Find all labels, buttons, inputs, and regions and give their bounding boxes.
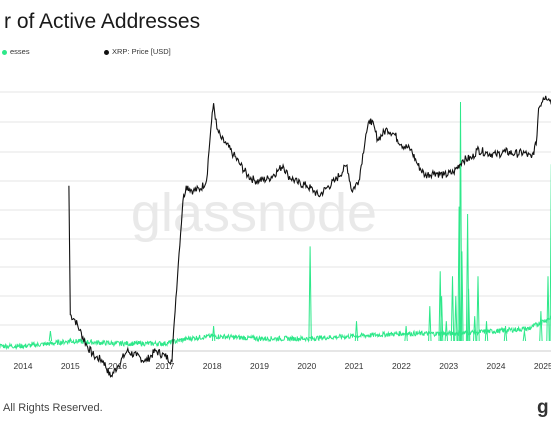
active-addresses-spike [539,311,543,342]
active-addresses-spike [503,326,508,342]
active-addresses-spike [428,306,432,342]
active-addresses-spike [466,288,471,342]
x-tick-label: 2024 [487,361,506,371]
active-addresses-spike [473,316,477,342]
active-addresses-spike [68,337,72,342]
active-addresses-spike [404,326,408,342]
active-addresses-spike [522,331,527,342]
x-tick-label: 2019 [250,361,269,371]
active-addresses-spike [484,321,489,342]
x-tick-label: 2023 [439,361,458,371]
x-tick-label: 2022 [392,361,411,371]
active-addresses-spike [450,276,455,342]
x-tick-label: 2017 [155,361,174,371]
glassnode-logo: g [537,397,549,418]
active-addresses-spike [211,326,216,342]
active-addresses-spike [454,296,458,342]
x-tick-label: 2020 [297,361,316,371]
legend-item-price[interactable]: XRP: Price [USD] [104,47,171,56]
watermark: glassnode [131,183,377,243]
active-addresses-spike [546,276,550,342]
addresses-dot-icon [2,49,7,55]
legend-item-addresses[interactable]: esses [2,47,30,56]
active-addresses-spike [476,276,480,342]
active-addresses-spike [439,296,444,342]
chart-title: r of Active Addresses [4,10,201,33]
x-tick-label: 2015 [61,361,80,371]
active-addresses-spike [460,251,464,342]
active-addresses-spike [48,331,53,342]
active-addresses-spike [308,246,312,342]
gridlines [0,91,551,352]
legend-price-label: XRP: Price [USD] [112,47,171,56]
active-addresses-spike [354,321,359,342]
active-addresses-series [0,101,551,351]
x-tick-label: 2021 [345,361,364,371]
x-tick-label: 2025 [534,361,551,371]
active-addresses-spike [444,321,448,342]
x-tick-label: 2014 [14,361,33,371]
price-line [68,95,551,378]
active-addresses-line [0,315,551,351]
x-axis-ticks: 2014 2015 2016 2017 2018 2019 2020 2021 2022 2023… [14,361,551,371]
x-tick-label: 2018 [203,361,222,371]
price-dot-icon [104,49,109,55]
copyright-footer: All Rights Reserved. [3,402,103,414]
legend-addresses-label: esses [10,47,30,56]
x-tick-label: 2016 [108,361,127,371]
legend: esses XRP: Price [USD] [0,47,551,59]
price-series [68,95,551,378]
